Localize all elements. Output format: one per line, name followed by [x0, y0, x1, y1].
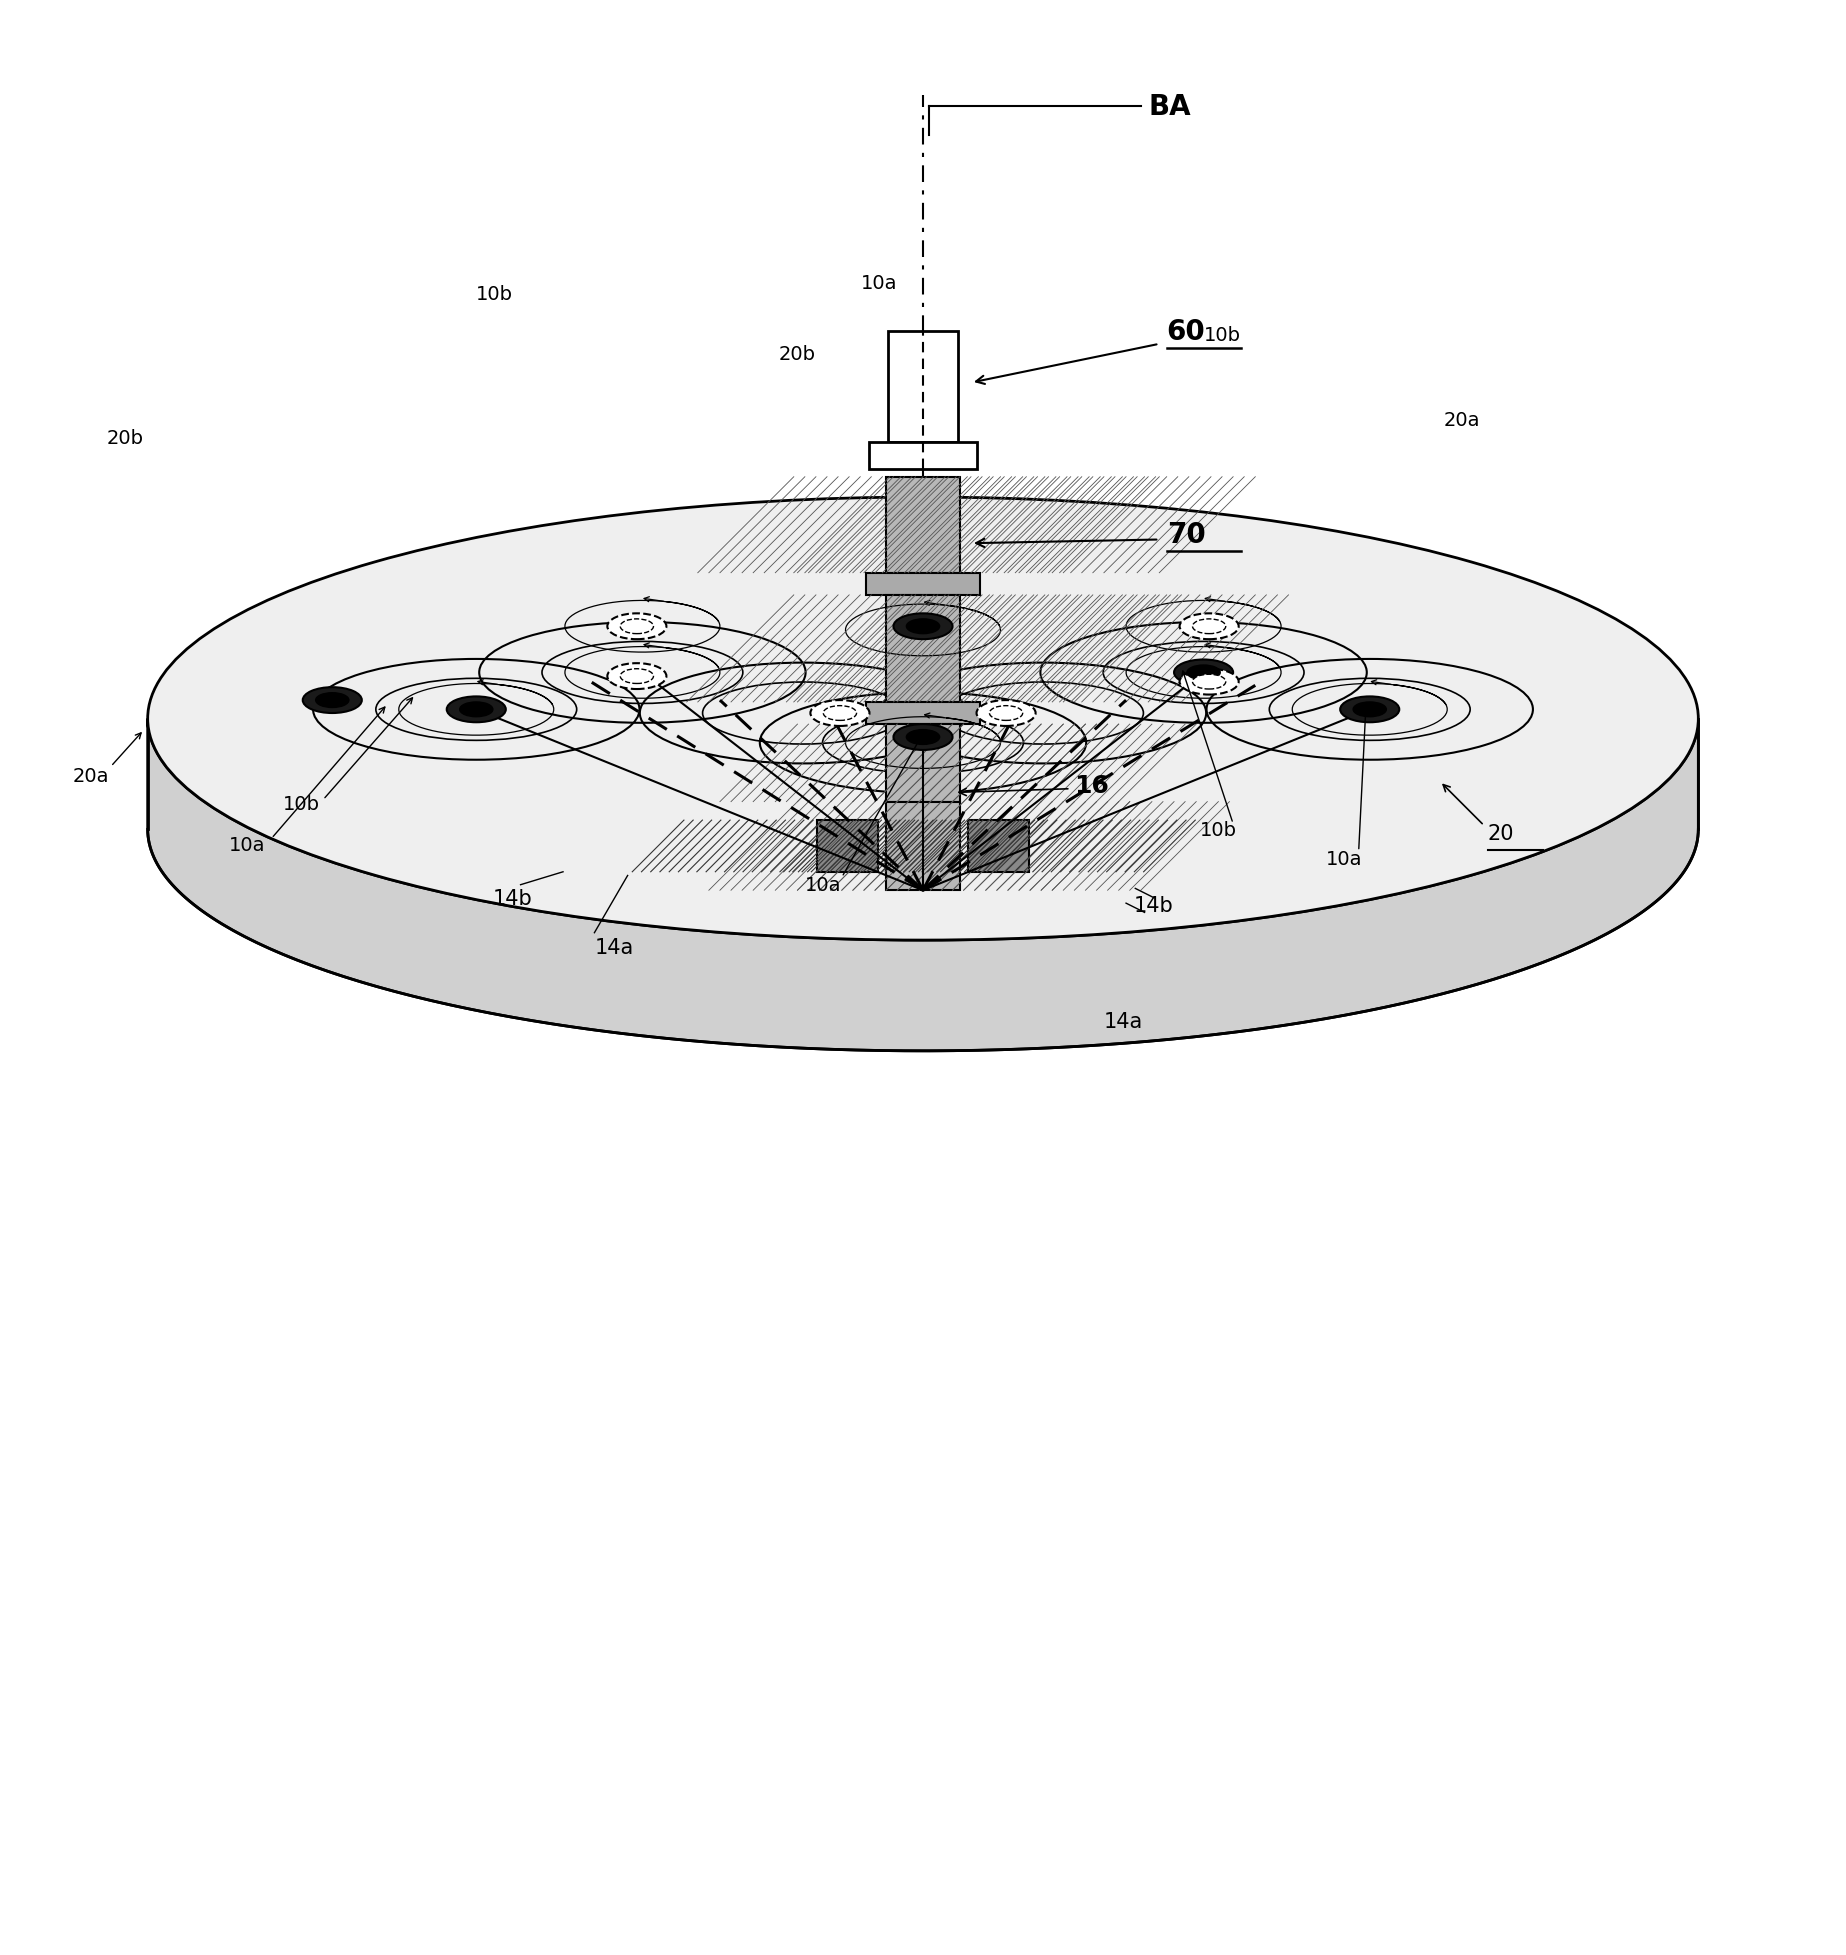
Ellipse shape: [460, 702, 493, 717]
Ellipse shape: [316, 694, 349, 708]
Ellipse shape: [906, 731, 940, 745]
Text: 10a: 10a: [229, 835, 266, 854]
Text: 10a: 10a: [805, 876, 842, 895]
Ellipse shape: [1174, 661, 1233, 686]
Ellipse shape: [607, 665, 666, 690]
Text: 14a: 14a: [1104, 1013, 1143, 1032]
Ellipse shape: [1193, 620, 1226, 633]
Text: 14b: 14b: [493, 888, 533, 909]
Text: 20: 20: [1488, 823, 1514, 843]
Ellipse shape: [977, 700, 1036, 727]
Text: 20b: 20b: [107, 430, 144, 448]
Bar: [886, 477, 960, 573]
Ellipse shape: [1193, 674, 1226, 690]
Bar: [869, 442, 977, 469]
Text: 14a: 14a: [594, 938, 633, 958]
Text: 10b: 10b: [476, 285, 513, 305]
Ellipse shape: [303, 688, 362, 714]
Ellipse shape: [148, 499, 1698, 940]
Ellipse shape: [1340, 698, 1399, 723]
Bar: [866, 702, 980, 725]
Ellipse shape: [823, 706, 857, 721]
Text: 10a: 10a: [860, 274, 897, 293]
Ellipse shape: [1180, 614, 1239, 639]
Text: 20a: 20a: [72, 766, 109, 786]
Text: 20b: 20b: [779, 344, 816, 364]
Text: 10a: 10a: [1325, 850, 1362, 868]
Text: 14b: 14b: [1133, 895, 1174, 915]
Ellipse shape: [906, 620, 940, 633]
Text: 10b: 10b: [1204, 326, 1241, 344]
Ellipse shape: [1187, 667, 1220, 680]
Bar: [886, 725, 960, 802]
Ellipse shape: [620, 620, 653, 633]
Text: 60: 60: [1167, 319, 1205, 346]
Text: 20a: 20a: [1444, 411, 1480, 430]
Text: 10b: 10b: [282, 794, 319, 813]
Ellipse shape: [607, 614, 666, 639]
Text: 16: 16: [1074, 774, 1109, 798]
Polygon shape: [148, 719, 1698, 1052]
Ellipse shape: [893, 614, 953, 639]
Bar: [886, 802, 960, 891]
Ellipse shape: [989, 706, 1023, 721]
Ellipse shape: [810, 700, 869, 727]
Ellipse shape: [447, 698, 506, 723]
Ellipse shape: [1353, 702, 1386, 717]
Bar: [866, 573, 980, 596]
Text: BA: BA: [1148, 92, 1191, 121]
Ellipse shape: [1180, 669, 1239, 696]
Text: 70: 70: [1167, 520, 1205, 549]
Ellipse shape: [620, 669, 653, 684]
Ellipse shape: [893, 725, 953, 751]
Bar: [886, 596, 960, 702]
Bar: [888, 332, 958, 442]
Bar: [816, 821, 879, 872]
Bar: [967, 821, 1030, 872]
Text: 10b: 10b: [1200, 821, 1237, 839]
